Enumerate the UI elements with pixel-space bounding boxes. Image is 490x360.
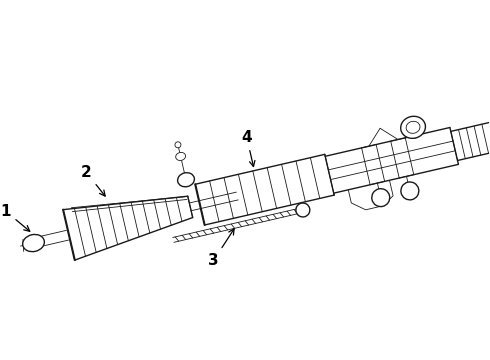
Ellipse shape: [401, 116, 425, 138]
Text: 4: 4: [242, 130, 255, 167]
Text: 2: 2: [81, 165, 105, 196]
Ellipse shape: [406, 121, 420, 133]
Ellipse shape: [23, 234, 45, 252]
Text: 3: 3: [208, 229, 234, 268]
Ellipse shape: [296, 203, 310, 217]
Ellipse shape: [401, 182, 419, 200]
Ellipse shape: [177, 173, 195, 187]
Ellipse shape: [372, 189, 390, 207]
Text: 1: 1: [0, 204, 30, 231]
Ellipse shape: [176, 152, 186, 161]
Ellipse shape: [175, 142, 181, 148]
